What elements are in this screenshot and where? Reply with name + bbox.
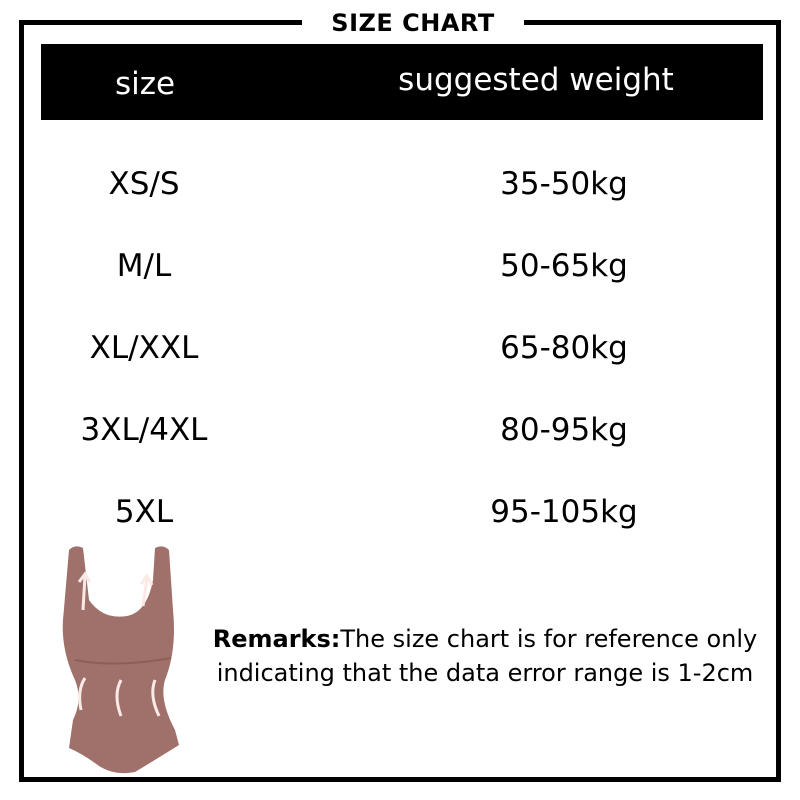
header-size: size bbox=[114, 66, 176, 102]
remarks-label: Remarks: bbox=[212, 625, 341, 653]
weight-cell: 50-65kg bbox=[500, 248, 628, 284]
table-row: XS/S 35-50kg bbox=[41, 166, 763, 226]
table-row: M/L 50-65kg bbox=[41, 248, 763, 308]
remarks-note: Remarks:The size chart is for reference … bbox=[190, 622, 780, 690]
table-header: size suggested weight bbox=[41, 44, 763, 120]
size-cell: 5XL bbox=[114, 494, 174, 530]
table-row: 3XL/4XL 80-95kg bbox=[41, 412, 763, 472]
remarks-line-1: The size chart is for reference only bbox=[340, 625, 758, 653]
size-cell: M/L bbox=[116, 248, 172, 284]
weight-cell: 35-50kg bbox=[500, 166, 628, 202]
table-row: XL/XXL 65-80kg bbox=[41, 330, 763, 390]
size-cell: 3XL/4XL bbox=[80, 412, 208, 448]
bodysuit-image bbox=[62, 546, 179, 774]
table-row: 5XL 95-105kg bbox=[41, 494, 763, 554]
header-weight: suggested weight bbox=[398, 62, 674, 98]
weight-cell: 65-80kg bbox=[500, 330, 628, 366]
chart-title: SIZE CHART bbox=[302, 8, 524, 38]
size-cell: XL/XXL bbox=[89, 330, 199, 366]
weight-cell: 80-95kg bbox=[500, 412, 628, 448]
size-cell: XS/S bbox=[108, 166, 180, 202]
remarks-line-2: indicating that the data error range is … bbox=[216, 659, 754, 687]
weight-cell: 95-105kg bbox=[490, 494, 638, 530]
